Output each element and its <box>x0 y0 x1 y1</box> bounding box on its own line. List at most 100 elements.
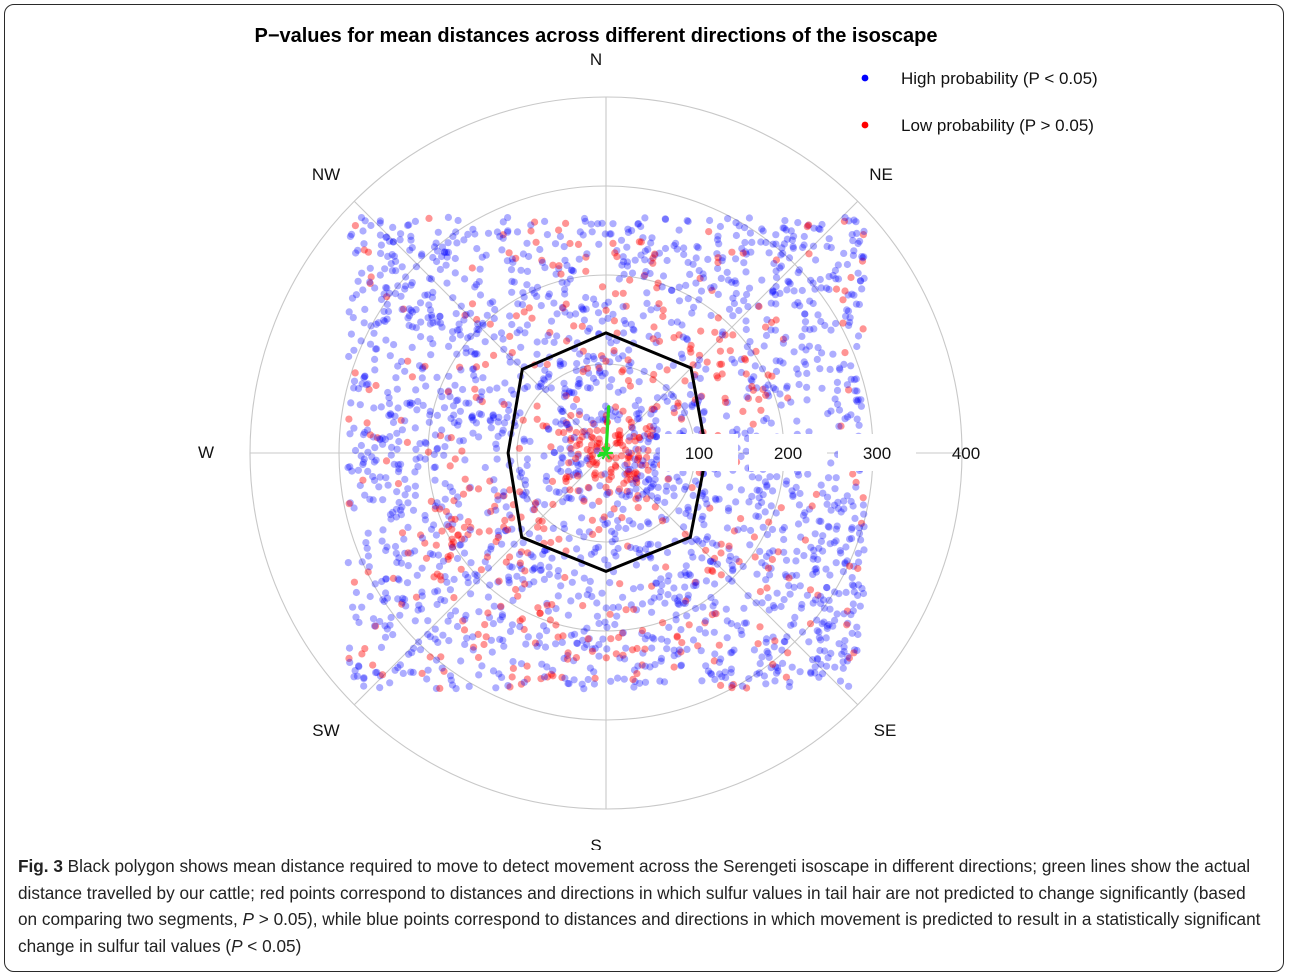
point-high-probability <box>473 245 481 253</box>
point-high-probability <box>450 419 458 427</box>
point-high-probability <box>389 631 397 639</box>
point-high-probability <box>619 505 627 513</box>
point-high-probability <box>583 413 591 421</box>
point-high-probability <box>623 243 631 251</box>
point-high-probability <box>734 526 742 534</box>
point-low-probability <box>841 287 849 295</box>
point-high-probability <box>769 287 777 296</box>
point-high-probability <box>354 466 362 474</box>
point-high-probability <box>723 398 731 407</box>
point-high-probability <box>434 228 442 236</box>
point-high-probability <box>444 434 452 442</box>
point-high-probability <box>699 512 707 520</box>
point-low-probability <box>626 454 634 462</box>
point-high-probability <box>584 675 592 684</box>
point-low-probability <box>777 504 785 512</box>
point-high-probability <box>381 622 389 630</box>
point-high-probability <box>636 436 644 444</box>
point-low-probability <box>471 385 479 393</box>
point-high-probability <box>362 381 371 389</box>
point-high-probability <box>557 459 565 467</box>
point-high-probability <box>377 643 386 652</box>
point-high-probability <box>811 530 819 538</box>
point-high-probability <box>668 286 676 294</box>
point-high-probability <box>404 485 412 493</box>
point-high-probability <box>700 274 708 282</box>
point-high-probability <box>495 531 503 539</box>
point-low-probability <box>436 432 445 440</box>
point-high-probability <box>411 491 419 499</box>
point-high-probability <box>395 554 403 562</box>
point-high-probability <box>461 570 470 579</box>
point-high-probability <box>360 674 368 682</box>
point-high-probability <box>732 255 740 263</box>
point-high-probability <box>703 500 711 508</box>
point-high-probability <box>548 554 556 562</box>
point-high-probability <box>634 220 643 228</box>
point-high-probability <box>800 232 808 241</box>
point-high-probability <box>797 533 805 541</box>
point-high-probability <box>860 274 868 282</box>
point-high-probability <box>636 583 645 591</box>
point-high-probability <box>565 680 573 688</box>
point-high-probability <box>773 664 782 672</box>
point-high-probability <box>779 359 787 367</box>
point-high-probability <box>662 487 670 495</box>
point-high-probability <box>661 244 670 253</box>
point-high-probability <box>849 607 857 615</box>
point-high-probability <box>446 611 455 620</box>
point-high-probability <box>379 496 387 504</box>
point-high-probability <box>755 487 763 495</box>
point-high-probability <box>541 217 549 225</box>
point-high-probability <box>737 627 745 635</box>
point-low-probability <box>610 347 618 355</box>
point-low-probability <box>481 360 490 369</box>
point-low-probability <box>677 648 685 656</box>
point-high-probability <box>496 635 504 644</box>
point-high-probability <box>855 558 863 566</box>
point-high-probability <box>556 357 564 366</box>
point-high-probability <box>826 605 834 613</box>
caption-text-part1: Black polygon shows mean distance requir… <box>18 856 1251 929</box>
point-high-probability <box>741 619 749 627</box>
point-low-probability <box>565 459 573 467</box>
point-low-probability <box>616 580 624 588</box>
point-high-probability <box>567 450 575 458</box>
point-high-probability <box>585 324 594 332</box>
point-high-probability <box>467 332 475 340</box>
point-high-probability <box>741 248 750 256</box>
point-high-probability <box>474 320 482 328</box>
point-high-probability <box>484 593 492 601</box>
point-high-probability <box>653 394 662 402</box>
point-high-probability <box>539 375 548 383</box>
point-low-probability <box>674 402 682 410</box>
point-high-probability <box>803 396 811 404</box>
point-high-probability <box>727 649 735 657</box>
point-high-probability <box>543 627 551 635</box>
point-high-probability <box>816 365 824 373</box>
point-high-probability <box>431 635 439 643</box>
point-high-probability <box>618 491 626 499</box>
point-high-probability <box>737 355 746 363</box>
point-high-probability <box>453 326 461 334</box>
point-low-probability <box>589 530 597 539</box>
point-high-probability <box>436 319 445 327</box>
point-high-probability <box>681 568 689 577</box>
point-high-probability <box>438 243 447 251</box>
legend-marker-1 <box>861 74 869 82</box>
point-high-probability <box>380 290 388 298</box>
point-high-probability <box>582 305 590 313</box>
point-high-probability <box>533 642 541 650</box>
point-low-probability <box>525 304 533 312</box>
point-high-probability <box>560 393 569 401</box>
point-high-probability <box>412 306 420 314</box>
point-high-probability <box>572 418 580 426</box>
point-low-probability <box>673 632 681 640</box>
point-high-probability <box>390 460 398 468</box>
point-high-probability <box>631 402 639 410</box>
point-low-probability <box>394 480 403 488</box>
point-high-probability <box>469 416 477 424</box>
point-high-probability <box>565 389 573 397</box>
point-high-probability <box>665 474 673 483</box>
point-high-probability <box>437 596 445 604</box>
